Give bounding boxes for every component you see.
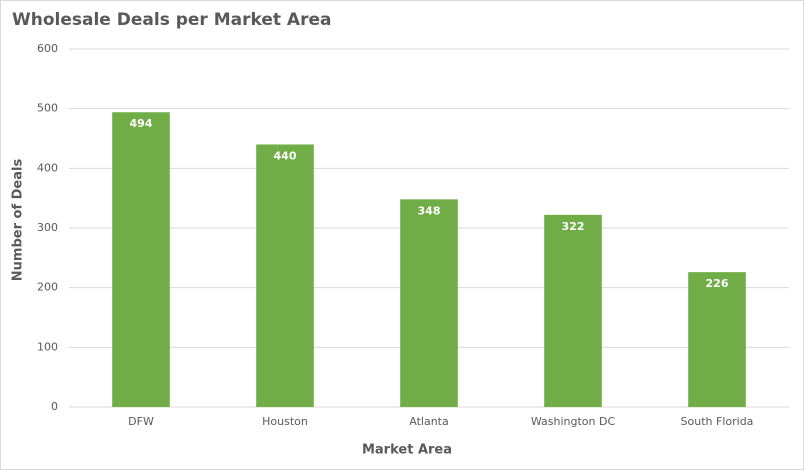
bar (544, 214, 602, 407)
bar (112, 112, 170, 407)
bar (688, 272, 746, 407)
y-tick-label: 300 (37, 221, 58, 234)
data-label: 440 (274, 149, 297, 162)
y-tick-label: 400 (37, 161, 58, 174)
data-label: 494 (130, 117, 153, 130)
bar (256, 144, 314, 407)
y-tick-label: 0 (51, 400, 58, 413)
data-label: 226 (706, 277, 729, 290)
data-label: 322 (562, 220, 585, 233)
x-tick-label: Houston (262, 415, 308, 428)
x-tick-label: Atlanta (409, 415, 448, 428)
chart-title: Wholesale Deals per Market Area (12, 10, 331, 30)
y-tick-label: 100 (37, 340, 58, 353)
x-tick-label: DFW (128, 415, 154, 428)
y-tick-label: 500 (37, 102, 58, 115)
bar (400, 199, 458, 407)
y-tick-label: 200 (37, 281, 58, 294)
x-tick-label: South Florida (681, 415, 754, 428)
y-axis-title: Number of Deals (11, 159, 26, 282)
data-label: 348 (418, 204, 441, 217)
y-tick-label: 600 (37, 42, 58, 55)
x-tick-label: Washington DC (531, 415, 616, 428)
x-axis-title: Market Area (362, 443, 452, 458)
